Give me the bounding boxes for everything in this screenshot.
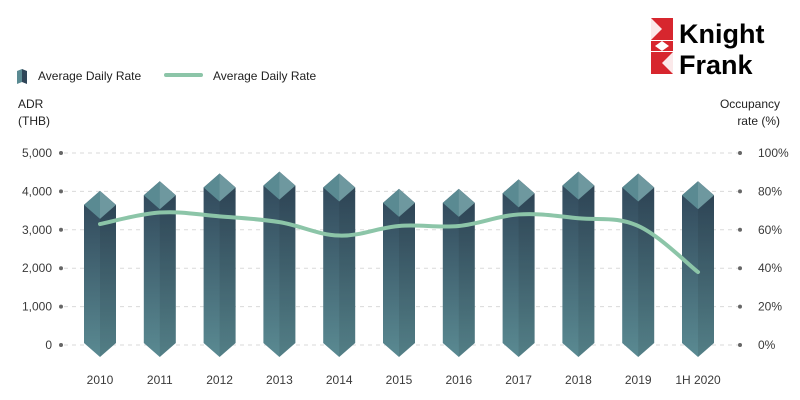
- legend: Average Daily Rate Average Daily Rate: [17, 69, 316, 84]
- legend-bar-icon: [17, 69, 27, 84]
- x-tick-label: 2010: [87, 373, 114, 387]
- bar: [383, 188, 415, 357]
- y-left-tick-mark: [59, 151, 63, 155]
- y-right-title-line2: rate (%): [737, 114, 780, 128]
- bar-series: [84, 171, 714, 357]
- logo-text-frank: Frank: [679, 50, 754, 80]
- y-right-tick-mark: [738, 151, 742, 155]
- y-left-tick-mark: [59, 227, 63, 232]
- bar: [323, 173, 356, 357]
- logo-mark-icon: [651, 18, 673, 74]
- legend-line-label: Average Daily Rate: [213, 69, 316, 83]
- y-left-tick-mark: [59, 266, 63, 271]
- y-left-tick-label: 1,000: [22, 300, 52, 314]
- x-tick-label: 2012: [206, 373, 233, 387]
- y-left-axis: 0 1,000 2,000 3,000 4,000 5,000: [22, 146, 63, 352]
- y-left-tick-label: 4,000: [22, 184, 52, 198]
- x-tick-label: 2017: [505, 373, 532, 387]
- knight-frank-logo: Knight Frank: [651, 18, 764, 80]
- y-left-tick-mark: [59, 304, 63, 309]
- bar: [622, 173, 655, 357]
- bar: [442, 188, 475, 357]
- y-right-tick-label: 40%: [758, 261, 782, 275]
- x-tick-label: 1H 2020: [675, 373, 721, 387]
- occupancy-line: [98, 210, 700, 275]
- bar: [502, 179, 535, 357]
- y-right-tick-label: 100%: [758, 146, 789, 160]
- bar: [562, 171, 595, 357]
- x-tick-label: 2019: [625, 373, 652, 387]
- y-left-tick-label: 3,000: [22, 223, 52, 237]
- x-tick-label: 2014: [326, 373, 353, 387]
- y-left-title: ADR (THB): [18, 97, 50, 128]
- y-left-tick-label: 2,000: [22, 261, 52, 275]
- y-right-tick-label: 20%: [758, 300, 782, 314]
- y-right-title-line1: Occupancy: [720, 97, 780, 111]
- y-left-title-line2: (THB): [18, 114, 50, 128]
- x-tick-label: 2018: [565, 373, 592, 387]
- legend-bar-label: Average Daily Rate: [38, 69, 141, 83]
- x-tick-label: 2011: [147, 373, 173, 387]
- x-tick-label: 2015: [386, 373, 413, 387]
- bar: [203, 173, 236, 357]
- y-right-tick-mark: [738, 227, 742, 232]
- bar: [84, 190, 116, 357]
- y-right-tick-label: 0%: [758, 338, 776, 352]
- y-left-tick-label: 0: [45, 338, 52, 352]
- y-left-tick-label: 5,000: [22, 146, 52, 160]
- y-right-axis: 0% 20% 40% 60% 80% 100%: [738, 146, 789, 352]
- bar: [143, 181, 176, 357]
- y-right-tick-mark: [738, 266, 742, 271]
- x-axis: 2010 2011 2012 2013 2014 2015 2016 2017 2018 2019…: [87, 373, 721, 387]
- y-right-tick-label: 60%: [758, 223, 782, 237]
- x-tick-label: 2016: [445, 373, 472, 387]
- y-left-title-line1: ADR: [18, 97, 44, 111]
- y-left-tick-mark: [59, 343, 63, 347]
- y-right-tick-mark: [738, 304, 742, 309]
- y-right-title: Occupancy rate (%): [720, 97, 780, 128]
- bar: [682, 181, 714, 357]
- logo-text-knight: Knight: [679, 19, 764, 49]
- y-right-tick-label: 80%: [758, 184, 782, 198]
- y-right-tick-mark: [738, 343, 742, 347]
- y-left-tick-mark: [59, 189, 63, 194]
- y-right-tick-mark: [738, 189, 742, 194]
- bar: [263, 171, 296, 357]
- x-tick-label: 2013: [266, 373, 293, 387]
